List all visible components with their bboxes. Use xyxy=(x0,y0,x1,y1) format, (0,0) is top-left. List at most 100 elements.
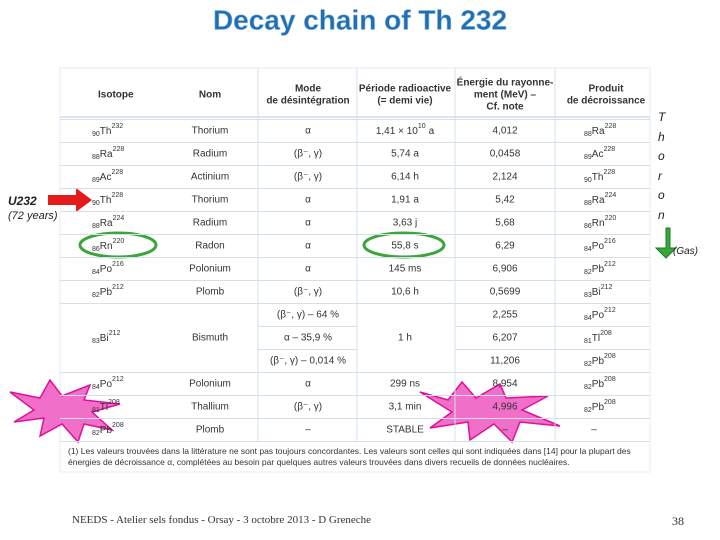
cell-text: 0,5699 xyxy=(490,287,521,298)
element-symbol: Pb xyxy=(592,402,605,413)
cell-text: Actinium xyxy=(191,172,229,183)
atomic-number: 84 xyxy=(92,269,100,276)
mass-number: 228 xyxy=(111,169,123,176)
cell-text: α xyxy=(305,264,311,275)
element-symbol: Ra xyxy=(592,126,605,137)
isotope: 82Pb208 xyxy=(584,399,616,414)
half-life-mantissa: 1,41 × 10 xyxy=(376,126,418,137)
cell-text: 3,63 j xyxy=(393,218,417,229)
element-symbol: Pb xyxy=(592,264,605,275)
cell-text: α – 35,9 % xyxy=(284,333,332,344)
mass-number: 228 xyxy=(603,169,615,176)
isotope: 84Po216 xyxy=(92,261,124,276)
column-header: Mode xyxy=(295,84,322,95)
atomic-number: 82 xyxy=(584,269,592,276)
cell-text: 55,8 s xyxy=(391,241,418,252)
atomic-number: 82 xyxy=(92,430,100,437)
column-header: Nom xyxy=(199,90,221,101)
mass-number: 212 xyxy=(601,284,613,291)
cell-text: 10,6 h xyxy=(391,287,419,298)
mass-number: 208 xyxy=(108,399,120,406)
mass-number: 212 xyxy=(604,261,616,268)
cell-text: 0,0458 xyxy=(490,149,521,160)
atomic-number: 84 xyxy=(584,315,592,322)
isotope: 88Ra228 xyxy=(92,146,124,161)
cell-text: 4,012 xyxy=(492,126,517,137)
cell-text: 6,14 h xyxy=(391,172,419,183)
half-life-exponent: 10 xyxy=(418,123,426,130)
atomic-number: 88 xyxy=(584,200,592,207)
cell-text: 2,124 xyxy=(492,172,517,183)
cell-text: Thorium xyxy=(192,126,229,137)
isotope: 86Rn220 xyxy=(584,215,616,230)
mass-number: 224 xyxy=(605,192,617,199)
element-symbol: Pb xyxy=(592,379,605,390)
isotope: 82Pb212 xyxy=(92,284,124,299)
half-life-unit: a xyxy=(429,126,435,137)
mass-number: 228 xyxy=(605,123,617,130)
element-symbol: Tl xyxy=(100,402,108,413)
element-symbol: Po xyxy=(592,310,605,321)
atomic-number: 86 xyxy=(92,246,100,253)
element-symbol: Tl xyxy=(592,333,600,344)
atomic-number: 90 xyxy=(92,200,100,207)
atomic-number: 82 xyxy=(584,407,592,414)
cell-text: – xyxy=(502,425,508,436)
starburst xyxy=(9,378,121,444)
element-symbol: Bi xyxy=(100,333,109,344)
u232-half-life: (72 years) xyxy=(8,210,58,222)
cell-text: (β⁻, γ) xyxy=(294,149,322,160)
page-number: 38 xyxy=(672,514,684,528)
isotope: 83Bi212 xyxy=(92,330,120,345)
atomic-number: 88 xyxy=(92,154,100,161)
column-header: de décroissance xyxy=(567,96,646,107)
element-symbol: Th xyxy=(100,195,112,206)
cell-text: Thallium xyxy=(191,402,229,413)
half-life: 1,41 × 1010 a xyxy=(376,123,435,137)
atomic-number: 90 xyxy=(584,177,592,184)
isotope: 81Tl208 xyxy=(92,399,120,414)
element-symbol: Ac xyxy=(592,149,604,160)
mass-number: 208 xyxy=(604,399,616,406)
element-symbol: Th xyxy=(592,172,604,183)
element-symbol: Pb xyxy=(100,287,113,298)
slide-title: Decay chain of Th 232 xyxy=(213,4,507,35)
element-symbol: Pb xyxy=(592,356,605,367)
atomic-number: 82 xyxy=(584,384,592,391)
element-symbol: Ra xyxy=(100,149,113,160)
cell-text: Thorium xyxy=(192,195,229,206)
table-background xyxy=(59,67,651,473)
mass-number: 208 xyxy=(600,330,612,337)
cell-text: 4,996 xyxy=(492,402,517,413)
cell-text: Bismuth xyxy=(192,333,228,344)
atomic-number: 88 xyxy=(584,131,592,138)
element-symbol: Po xyxy=(100,379,113,390)
isotope: 84Po212 xyxy=(92,376,124,391)
column-header: Période radioactive xyxy=(359,84,452,95)
cell-text: 1,91 a xyxy=(391,195,419,206)
atomic-number: 89 xyxy=(584,154,592,161)
isotope: 83Bi212 xyxy=(584,284,612,299)
isotope: 82Pb208 xyxy=(584,353,616,368)
atomic-number: 86 xyxy=(584,223,592,230)
atomic-number: 88 xyxy=(92,223,100,230)
cell-text: 6,207 xyxy=(492,333,517,344)
thoron-label: Thoron xyxy=(658,110,666,222)
mass-number: 212 xyxy=(604,307,616,314)
cell-text: – xyxy=(305,425,311,436)
cell-text: (β⁻, γ) xyxy=(294,287,322,298)
column-header: de désintégration xyxy=(266,96,349,107)
cell-text: 3,1 min xyxy=(389,402,422,413)
green-arrow xyxy=(654,227,678,259)
isotope: 84Po212 xyxy=(584,307,616,322)
column-header: ment (MeV) – xyxy=(474,90,537,101)
isotope: 89Ac228 xyxy=(92,169,123,184)
mass-number: 208 xyxy=(604,376,616,383)
cell-text: Polonium xyxy=(189,264,231,275)
isotope: 90Th228 xyxy=(92,192,123,207)
cell-text: α xyxy=(305,241,311,252)
mass-number: 228 xyxy=(603,146,615,153)
cell-text: Radium xyxy=(193,149,227,160)
